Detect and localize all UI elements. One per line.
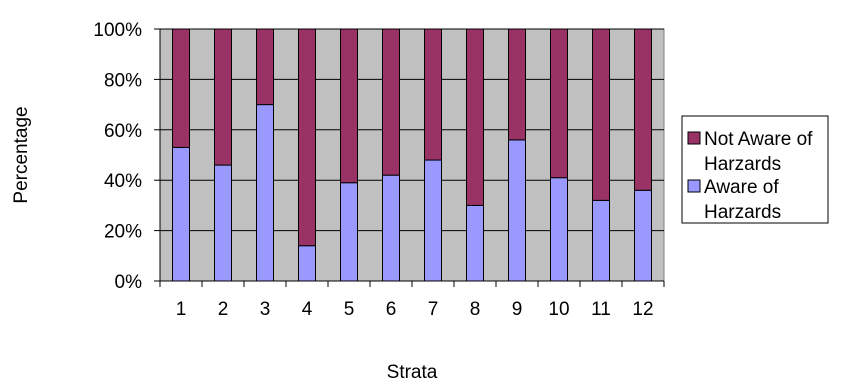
legend-swatch-not-aware (687, 131, 701, 145)
bar-not-aware-segment (172, 28, 190, 148)
bar-not-aware-segment (592, 28, 610, 201)
bar-not-aware-segment (214, 28, 232, 166)
y-axis-title: Percentage (11, 106, 32, 203)
y-tick-label: 100% (93, 20, 142, 41)
legend-label: Not Aware of (704, 129, 813, 150)
bar-not-aware-segment (634, 28, 652, 191)
x-tick-label: 12 (632, 299, 653, 320)
plot-background (159, 28, 665, 282)
x-tick-label: 8 (470, 299, 481, 320)
bar-not-aware-segment (382, 28, 400, 176)
bar-aware-segment (172, 146, 190, 282)
x-tick-label: 2 (218, 299, 229, 320)
bar-not-aware-segment (466, 28, 484, 206)
y-tick-label: 20% (104, 222, 142, 243)
x-tick-label: 11 (591, 299, 611, 320)
bar-aware-segment (592, 199, 610, 282)
x-tick-label: 10 (548, 299, 569, 320)
bar-not-aware-segment (298, 28, 316, 247)
x-axis-title: Strata (387, 362, 438, 380)
bar-aware-segment (214, 164, 232, 282)
bar-aware-segment (340, 182, 358, 282)
x-tick-label: 1 (176, 299, 187, 320)
bar-not-aware-segment (256, 28, 274, 106)
x-tick-label: 3 (260, 299, 271, 320)
plot-area (159, 28, 665, 282)
legend-box (681, 115, 829, 224)
bar-aware-segment (298, 245, 316, 282)
bar-aware-segment (634, 189, 652, 282)
bar-not-aware-segment (424, 28, 442, 161)
legend-label: Harzards (704, 154, 781, 175)
bar-not-aware-segment (340, 28, 358, 184)
x-tick-label: 7 (428, 299, 439, 320)
y-tick-label: 0% (115, 272, 143, 293)
bar-not-aware-segment (508, 28, 526, 141)
bar-aware-segment (466, 204, 484, 282)
legend-label: Aware of (704, 177, 779, 198)
bar-aware-segment (256, 104, 274, 282)
x-tick-label: 5 (344, 299, 355, 320)
x-tick-label: 4 (302, 299, 313, 320)
axes: 0%20%40%60%80%100%1 2 3 4 5 6 7 8 9 10 11 12 (93, 20, 665, 320)
x-tick-label: 6 (386, 299, 397, 320)
bar-aware-segment (508, 139, 526, 282)
legend-label: Harzards (704, 202, 781, 223)
y-tick-label: 40% (104, 171, 142, 192)
bar-aware-segment (550, 177, 568, 282)
bar-aware-segment (382, 174, 400, 282)
bar-not-aware-segment (550, 28, 568, 179)
bar-aware-segment (424, 159, 442, 282)
y-tick-label: 60% (104, 121, 142, 142)
legend-swatch-aware (687, 179, 701, 193)
y-tick-label: 80% (104, 70, 142, 91)
x-tick-label: 9 (512, 299, 523, 320)
